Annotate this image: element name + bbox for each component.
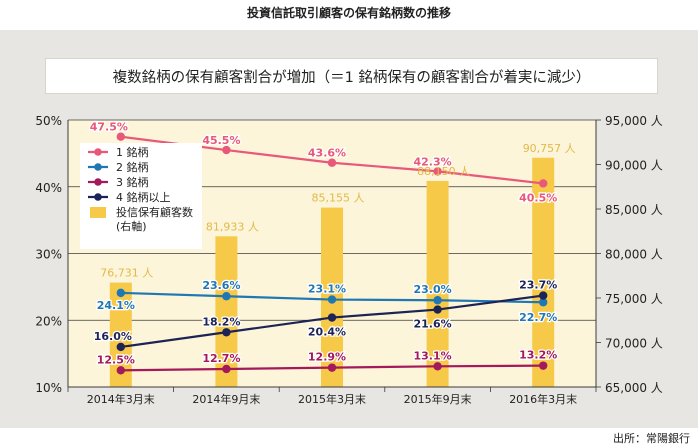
series-point: [222, 364, 231, 374]
bar-data-label: 81,933 人: [206, 220, 259, 233]
series-point: [327, 313, 337, 322]
x-tick-label: 2016年3月末: [509, 392, 577, 406]
y-right-tick-label: 65,000 人: [605, 381, 663, 395]
line-data-label: 47.5%: [90, 121, 128, 134]
bar-data-label: 90,757 人: [523, 142, 576, 155]
y-left-tick-label: 40%: [35, 181, 62, 195]
chart-subtitle: 複数銘柄の保有顧客割合が増加（＝1 銘柄保有の顧客割合が着実に減少）: [45, 58, 658, 94]
series-point: [116, 342, 126, 352]
series-point: [116, 132, 126, 141]
y-left-tick-label: 20%: [35, 314, 62, 328]
x-tick-label: 2015年3月末: [298, 392, 366, 406]
x-tick-label: 2014年3月末: [87, 392, 155, 406]
line-data-label: 20.4%: [308, 326, 346, 339]
legend-marker: [94, 163, 102, 171]
legend-marker: [94, 193, 102, 201]
line-data-label: 42.3%: [414, 155, 452, 168]
line-data-label: 12.7%: [202, 352, 240, 365]
series-point: [222, 328, 231, 337]
line-data-label: 23.1%: [308, 283, 346, 296]
chart-title: 投資信託取引顧客の保有銘柄数の推移: [246, 6, 451, 20]
series-point: [327, 295, 337, 304]
y-right-tick-label: 85,000 人: [605, 203, 663, 217]
legend-marker: [94, 178, 102, 186]
line-data-label: 16.0%: [94, 330, 132, 343]
y-right-tick-label: 70,000 人: [605, 337, 663, 351]
series-point: [327, 363, 337, 372]
series-point: [539, 291, 548, 300]
series-point: [327, 158, 337, 167]
series-point: [222, 145, 231, 155]
line-data-label: 13.2%: [519, 349, 557, 362]
y-right-tick-label: 80,000 人: [605, 248, 663, 262]
legend-label: 2 銘柄: [116, 160, 149, 174]
bar: [109, 282, 132, 387]
series-point: [539, 179, 548, 188]
bar-series: [109, 157, 555, 387]
source-note: 出所：常陽銀行: [613, 432, 690, 445]
line-data-label: 18.2%: [202, 315, 240, 328]
series-point: [116, 288, 126, 298]
line-data-label: 40.5%: [519, 191, 557, 204]
series-point: [433, 296, 442, 305]
legend-marker: [94, 148, 102, 156]
x-tick-label: 2015年9月末: [404, 392, 472, 406]
line-data-label: 23.6%: [202, 279, 240, 292]
line-data-label: 21.6%: [414, 318, 452, 331]
line-data-label: 24.1%: [97, 299, 135, 312]
legend-label: 4 銘柄以上: [116, 190, 171, 204]
legend-label: 3 銘柄: [116, 175, 149, 189]
legend-label: 1 銘柄: [116, 145, 149, 159]
y-left-tick-label: 30%: [35, 248, 62, 262]
line-data-label: 13.1%: [414, 349, 452, 362]
legend-label: 投信保有顧客数: [116, 205, 193, 219]
line-data-label: 23.7%: [519, 279, 557, 292]
line-data-label: 12.9%: [308, 351, 346, 364]
y-left-tick-label: 10%: [35, 381, 62, 395]
series-point: [433, 305, 442, 314]
bar-data-label: 85,155 人: [312, 192, 365, 205]
series-point: [539, 361, 548, 370]
series-point: [433, 167, 442, 176]
x-tick-label: 2014年9月末: [192, 392, 260, 406]
bar: [215, 236, 238, 387]
y-right-tick-label: 95,000 人: [605, 114, 663, 128]
axes: 10% 20% 30% 40% 50% 65,000 人 70,000 人 75,000 人 8…: [35, 114, 662, 406]
y-right-tick-label: 75,000 人: [605, 292, 663, 306]
legend-label-sub: (右軸): [116, 219, 147, 233]
line-data-label: 12.5%: [97, 353, 135, 366]
line-data-label: 22.7%: [519, 311, 557, 324]
series-point: [222, 292, 231, 301]
series-point: [433, 362, 442, 371]
bar-data-label: 88,150 人: [417, 165, 470, 178]
bar: [532, 157, 555, 387]
series-point: [539, 298, 548, 307]
bar: [426, 180, 449, 387]
y-left-tick-label: 50%: [35, 114, 62, 128]
data-labels: 76,731 人 81,933 人 85,155 人 88,150 人 90,757 人…: [88, 119, 576, 367]
line-data-label: 45.5%: [202, 134, 240, 147]
line-data-label: 23.0%: [414, 283, 452, 296]
y-right-tick-label: 90,000 人: [605, 159, 663, 173]
series-point: [116, 366, 126, 375]
bar-data-label: 76,731 人: [100, 267, 153, 280]
legend-bar-swatch: [90, 207, 106, 218]
line-data-label: 43.6%: [308, 147, 346, 160]
